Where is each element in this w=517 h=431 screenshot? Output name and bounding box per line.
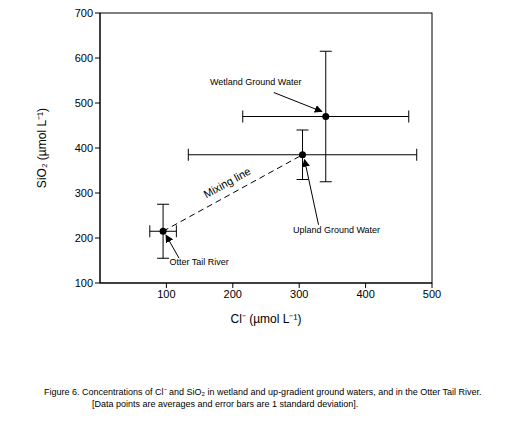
svg-text:Figure 6. Concentrations of C: Figure 6. Concentrations of Cl⁻ and SiO₂… [44, 387, 482, 397]
svg-text:400: 400 [356, 288, 374, 300]
svg-text:[Data points are averages and: [Data points are averages and error bars… [92, 399, 358, 409]
svg-text:700: 700 [75, 8, 93, 19]
svg-text:500: 500 [423, 288, 441, 300]
svg-text:Otter Tail River: Otter Tail River [169, 257, 228, 267]
svg-text:200: 200 [75, 232, 93, 244]
svg-text:Mixing line: Mixing line [201, 165, 252, 201]
svg-text:Upland Ground Water: Upland Ground Water [293, 225, 380, 235]
svg-text:300: 300 [75, 187, 93, 199]
svg-text:100: 100 [157, 288, 175, 300]
svg-text:600: 600 [75, 52, 93, 64]
svg-text:400: 400 [75, 142, 93, 154]
svg-text:Cl⁻ (µmol L⁻¹): Cl⁻ (µmol L⁻¹) [231, 312, 302, 326]
svg-text:100: 100 [75, 277, 93, 289]
svg-text:200: 200 [224, 288, 242, 300]
svg-text:500: 500 [75, 97, 93, 109]
svg-text:Wetland Ground Water: Wetland Ground Water [210, 77, 302, 87]
svg-text:SiO₂ (µmol L⁻¹): SiO₂ (µmol L⁻¹) [35, 108, 49, 188]
svg-text:300: 300 [290, 288, 308, 300]
